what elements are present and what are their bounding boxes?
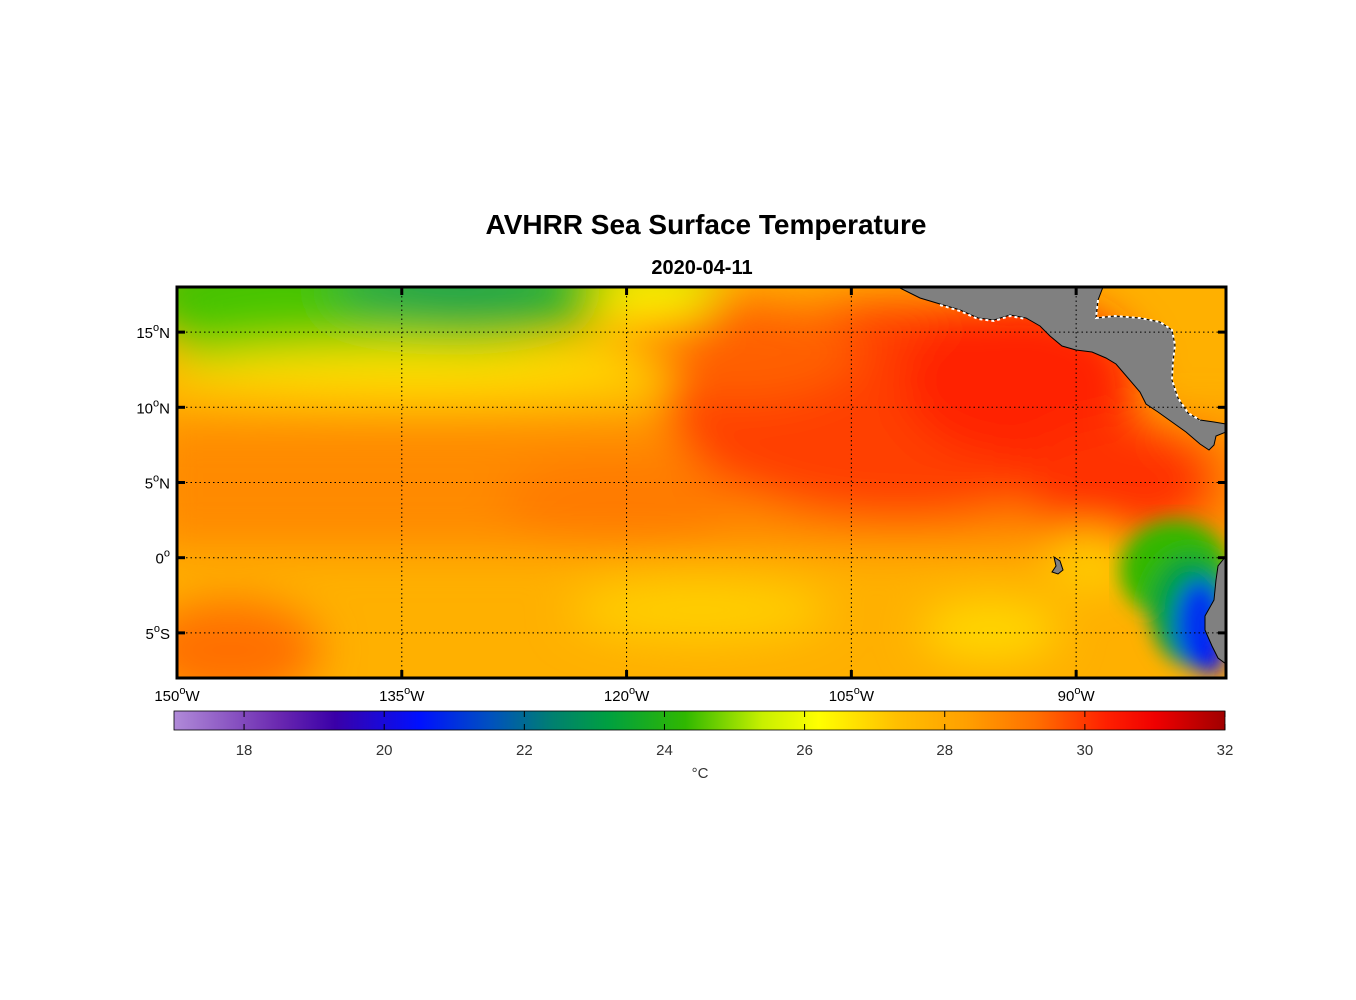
coastline-highlight — [939, 299, 1201, 421]
galapagos-island — [1051, 555, 1064, 575]
longitude-label: 105oW — [829, 685, 875, 705]
degree-symbol: o — [629, 685, 635, 697]
map-grid — [177, 287, 1226, 678]
colorbar: 18 20 22 24 26 28 30 32 °C — [173, 710, 1234, 782]
degree-symbol: o — [854, 685, 860, 697]
latitude-label: 5oS — [146, 623, 170, 643]
colorbar-tick-label: 26 — [796, 742, 813, 759]
chart-title: AVHRR Sea Surface Temperature — [486, 209, 927, 240]
degree-symbol: o — [153, 473, 159, 485]
chart-subtitle: 2020-04-11 — [651, 257, 752, 279]
map-frame-ticks — [175, 287, 1226, 678]
colorbar-tick-label: 20 — [376, 742, 393, 759]
longitude-value: 90 — [1058, 688, 1075, 705]
hemisphere-letter: W — [1080, 688, 1095, 705]
longitude-value: 105 — [829, 688, 854, 705]
colorbar-unit-label: °C — [692, 765, 709, 782]
latitude-value: 5 — [146, 626, 154, 643]
longitude-label: 90oW — [1058, 685, 1096, 705]
hemisphere-letter: W — [410, 688, 425, 705]
colorbar-tick-label: 32 — [1217, 742, 1234, 759]
hemisphere-letter: W — [635, 688, 650, 705]
hemisphere-letter: W — [860, 688, 875, 705]
degree-symbol: o — [164, 548, 170, 560]
colorbar-tick-label: 18 — [236, 742, 253, 759]
degree-symbol: o — [154, 623, 160, 635]
degree-symbol: o — [1074, 685, 1080, 697]
colorbar-tick-label: 22 — [516, 742, 533, 759]
latitude-label: 0o — [156, 548, 170, 568]
latitude-label: 5oN — [145, 473, 170, 493]
latitude-value: 5 — [145, 476, 153, 493]
longitude-value: 120 — [604, 688, 629, 705]
latitude-value: 15 — [136, 325, 153, 342]
degree-symbol: o — [404, 685, 410, 697]
colorbar-ticks: 18 20 22 24 26 28 30 32 — [236, 711, 1234, 759]
longitude-labels: 150oW 135oW 120oW 105oW 90oW — [154, 685, 1095, 705]
sst-field — [177, 287, 1226, 678]
hemisphere-letter: N — [159, 400, 170, 417]
hemisphere-letter: N — [159, 476, 170, 493]
degree-symbol: o — [179, 685, 185, 697]
degree-symbol: o — [153, 322, 159, 334]
degree-symbol: o — [153, 397, 159, 409]
latitude-value: 0 — [156, 551, 164, 568]
longitude-label: 150oW — [154, 685, 200, 705]
south-america-land — [1204, 555, 1226, 665]
hemisphere-letter: N — [159, 325, 170, 342]
colorbar-tick-label: 30 — [1077, 742, 1094, 759]
longitude-label: 135oW — [379, 685, 425, 705]
colorbar-tick-label: 24 — [656, 742, 673, 759]
latitude-value: 10 — [136, 400, 153, 417]
latitude-label: 10oN — [136, 397, 170, 417]
colorbar-ramp — [173, 710, 1226, 731]
colorbar-tick-label: 28 — [936, 742, 953, 759]
hemisphere-letter: W — [185, 688, 200, 705]
longitude-value: 150 — [154, 688, 179, 705]
longitude-label: 120oW — [604, 685, 650, 705]
longitude-value: 135 — [379, 688, 404, 705]
latitude-label: 15oN — [136, 322, 170, 342]
hemisphere-letter: S — [160, 626, 170, 643]
